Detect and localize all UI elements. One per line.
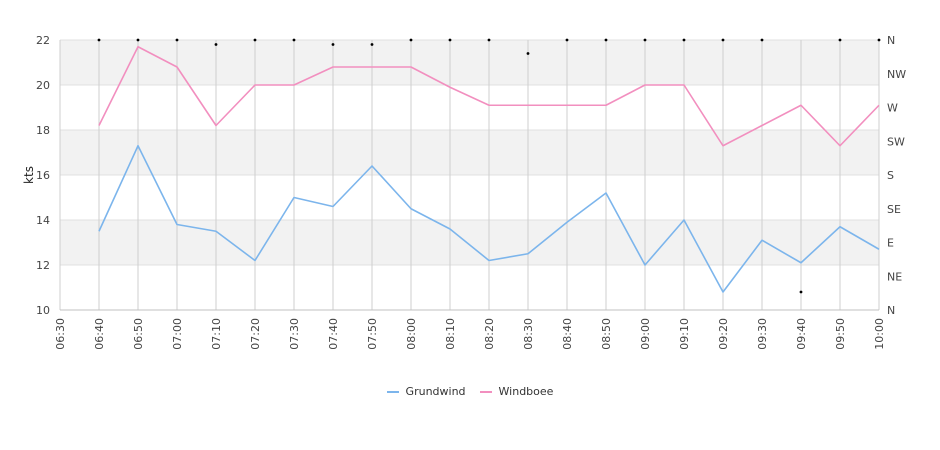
right-tick-label: NW: [887, 68, 906, 81]
direction-point: [409, 38, 413, 42]
legend-swatch-grundwind: [386, 390, 399, 393]
direction-point: [877, 38, 881, 42]
direction-point: [292, 38, 296, 42]
x-tick-label: 09:10: [678, 318, 691, 350]
direction-point: [370, 43, 374, 46]
series-line-grundwind: [98, 144, 880, 293]
right-tick-label: SW: [887, 135, 905, 148]
direction-point: [526, 52, 530, 55]
x-tick-label: 07:10: [210, 318, 223, 350]
x-tick-label: 08:40: [561, 318, 574, 350]
legend-item-grundwind[interactable]: Grundwind: [386, 385, 466, 398]
right-tick-label: NE: [887, 270, 902, 283]
legend-label-windboee: Windboee: [498, 385, 554, 398]
y-tick-label: 22: [36, 34, 50, 47]
direction-point: [175, 38, 179, 42]
chart-legend: Grundwind Windboee: [0, 385, 940, 398]
direction-point: [331, 43, 335, 46]
x-tick-label: 08:00: [405, 318, 418, 350]
right-tick-label: E: [887, 237, 894, 250]
x-tick-label: 07:40: [327, 318, 340, 350]
series-line-windboee: [98, 45, 880, 147]
right-tick-label: W: [887, 102, 898, 115]
direction-point: [487, 38, 491, 42]
direction-point: [682, 38, 686, 42]
legend-swatch-windboee: [479, 390, 492, 393]
x-tick-label: 08:10: [444, 318, 457, 350]
right-tick-label: SE: [887, 203, 901, 216]
direction-point: [799, 290, 803, 294]
x-tick-label: 06:30: [54, 318, 67, 350]
right-tick-label: N: [887, 304, 895, 317]
x-tick-label: 10:00: [873, 318, 886, 350]
right-tick-label: N: [887, 34, 895, 47]
direction-point: [604, 38, 608, 42]
grid-band: [60, 130, 879, 175]
y-tick-label: 20: [36, 79, 50, 92]
y-tick-label: 16: [36, 169, 50, 182]
direction-point: [721, 38, 725, 42]
y-axis-title: kts: [22, 166, 36, 184]
x-tick-label: 09:30: [756, 318, 769, 350]
x-tick-label: 08:50: [600, 318, 613, 350]
direction-point: [760, 38, 764, 42]
x-tick-label: 07:00: [171, 318, 184, 350]
legend-label-grundwind: Grundwind: [405, 385, 466, 398]
direction-point: [448, 38, 452, 42]
direction-point: [214, 43, 218, 46]
x-tick-label: 06:50: [132, 318, 145, 350]
x-tick-label: 07:30: [288, 318, 301, 350]
x-tick-label: 08:20: [483, 318, 496, 350]
y-tick-label: 12: [36, 259, 50, 272]
grid-band: [60, 220, 879, 265]
direction-point: [136, 38, 140, 42]
x-tick-label: 09:20: [717, 318, 730, 350]
x-tick-label: 07:50: [366, 318, 379, 350]
y-tick-label: 10: [36, 304, 50, 317]
x-tick-label: 09:40: [795, 318, 808, 350]
x-tick-label: 06:40: [93, 318, 106, 350]
x-tick-label: 07:20: [249, 318, 262, 350]
right-tick-label: S: [887, 169, 894, 182]
direction-point: [253, 38, 257, 42]
y-tick-label: 18: [36, 124, 50, 137]
direction-point: [565, 38, 569, 42]
grid-band: [60, 40, 879, 85]
x-tick-label: 09:00: [639, 318, 652, 350]
direction-point: [97, 38, 101, 42]
x-tick-label: 09:50: [834, 318, 847, 350]
legend-item-windboee[interactable]: Windboee: [479, 385, 554, 398]
direction-point: [838, 38, 842, 42]
direction-point: [643, 38, 647, 42]
x-tick-label: 08:30: [522, 318, 535, 350]
y-tick-label: 14: [36, 214, 50, 227]
